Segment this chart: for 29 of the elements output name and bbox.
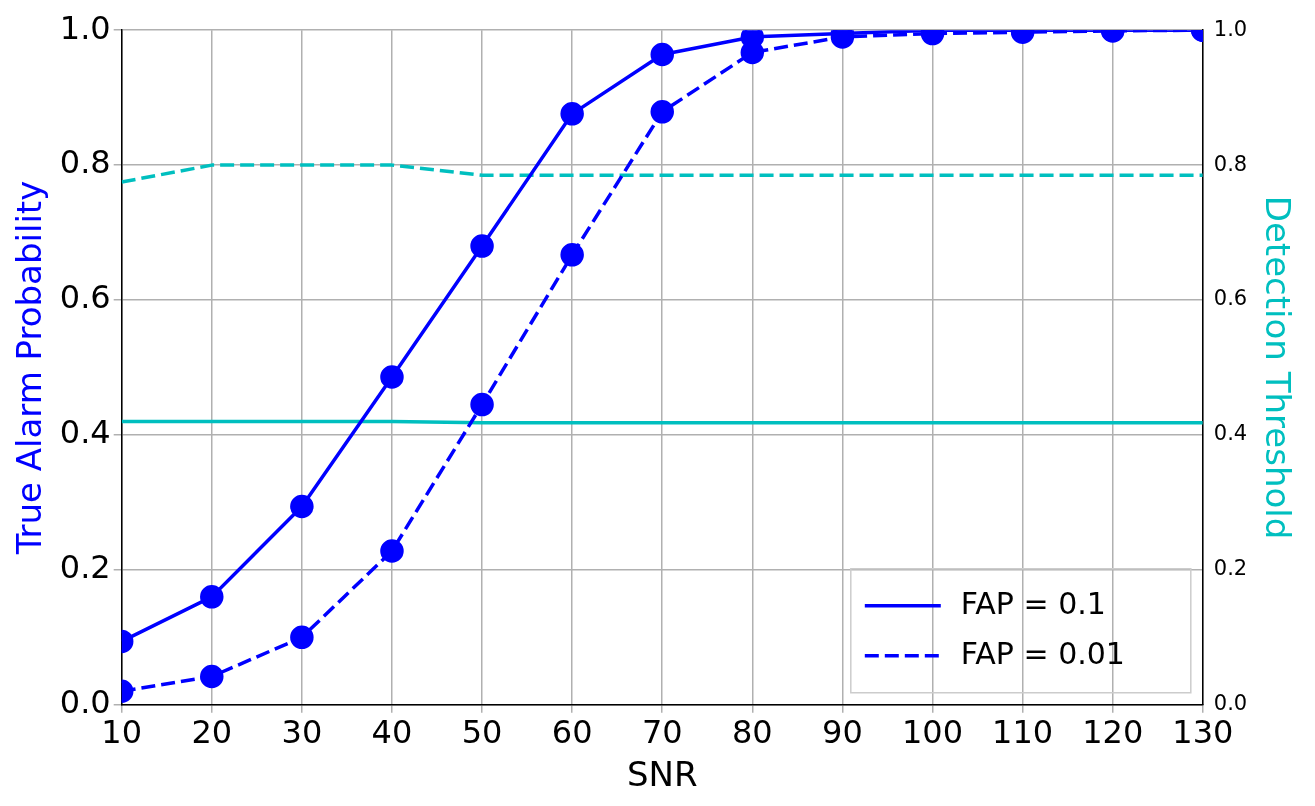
x-tick-label: 130	[1172, 713, 1234, 752]
x-axis-title: SNR	[626, 754, 698, 795]
y2-tick-label: 1.0	[1213, 16, 1248, 41]
legend-label: FAP = 0.01	[960, 635, 1125, 671]
x-tick-label: 40	[371, 713, 413, 752]
y-tick-label: 0.4	[59, 413, 111, 452]
y-axis-title: True Alarm Probability	[9, 180, 50, 556]
x-tick-label: 90	[822, 713, 863, 752]
x-tick-label: 10	[101, 713, 143, 752]
x-tick-label: 20	[191, 713, 233, 752]
x-tick-label: 70	[641, 713, 683, 752]
y-tick-label: 0.8	[59, 143, 111, 182]
y2-axis-title: Detection Threshold	[1257, 195, 1298, 540]
y2-tick-label: 0.6	[1213, 286, 1248, 311]
y2-tick-label: 0.4	[1213, 421, 1248, 446]
x-tick-label: 50	[461, 713, 503, 752]
x-tick-label: 110	[992, 713, 1054, 752]
x-tick-label: 80	[731, 713, 773, 752]
x-tick-label: 100	[901, 713, 964, 752]
y2-tick-label: 0.2	[1213, 556, 1248, 581]
legend-label: FAP = 0.1	[960, 585, 1106, 621]
y2-tick-label: 0.0	[1213, 691, 1248, 716]
x-tick-label: 30	[281, 713, 323, 752]
x-tick-label: 60	[551, 713, 593, 752]
y-tick-label: 0.6	[59, 278, 111, 317]
y-tick-label: 0.2	[59, 548, 111, 587]
y-tick-label: 1.0	[59, 8, 111, 47]
y2-tick-label: 0.8	[1213, 151, 1248, 176]
x-tick-label: 120	[1082, 713, 1144, 752]
